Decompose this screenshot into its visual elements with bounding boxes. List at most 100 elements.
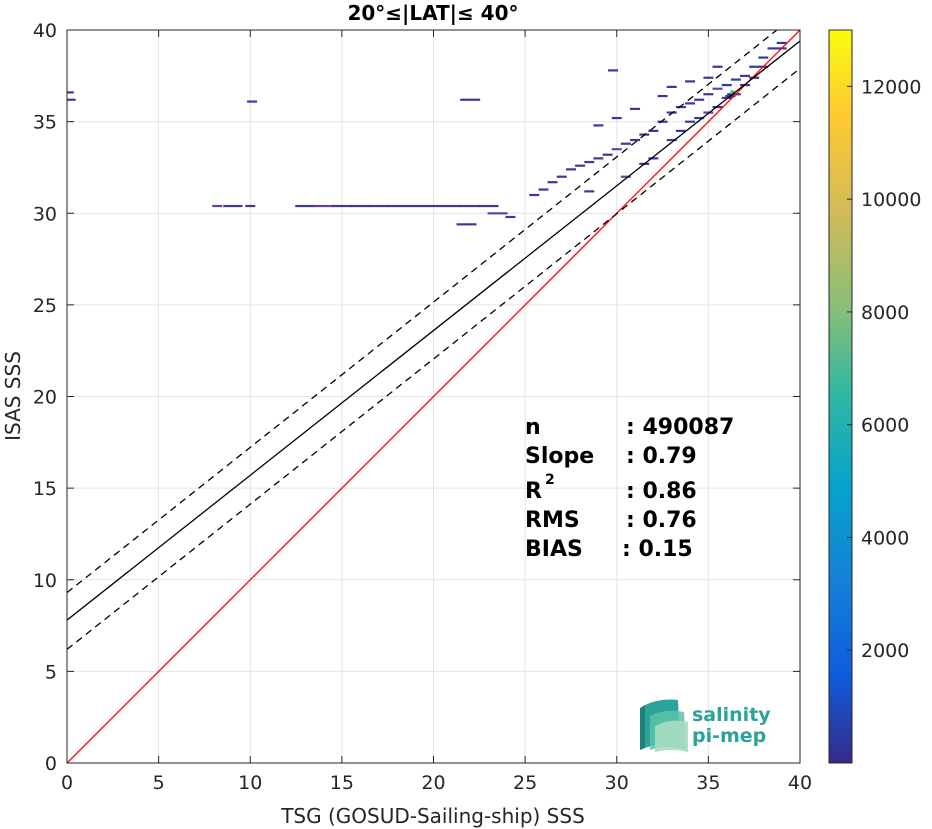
stat-r2-superscript: 2 bbox=[545, 472, 555, 488]
stat-rms-value: : 0.76 bbox=[626, 508, 697, 533]
density-point bbox=[575, 164, 586, 167]
density-point bbox=[565, 168, 576, 171]
density-point bbox=[685, 120, 696, 123]
logo-line2: pi-mep bbox=[692, 725, 766, 747]
density-point bbox=[529, 193, 540, 197]
y-tick-label: 25 bbox=[33, 295, 57, 317]
x-tick-label: 40 bbox=[788, 772, 812, 794]
density-point bbox=[212, 204, 223, 208]
density-point bbox=[456, 223, 477, 226]
density-point bbox=[712, 87, 723, 90]
density-point bbox=[350, 204, 371, 208]
stat-bias-label: BIAS bbox=[525, 537, 583, 562]
density-point bbox=[648, 129, 659, 132]
y-tick-label: 15 bbox=[33, 478, 57, 500]
density-point bbox=[423, 204, 444, 208]
line-regression bbox=[67, 40, 800, 621]
x-axis-label: TSG (GOSUD-Sailing-ship) SSS bbox=[280, 804, 585, 828]
colorbar-tick-label: 8000 bbox=[861, 302, 909, 324]
density-point bbox=[620, 142, 631, 145]
colorbar-tick-label: 2000 bbox=[861, 640, 909, 662]
density-point bbox=[712, 65, 723, 68]
y-tick-label: 35 bbox=[33, 112, 57, 134]
y-tick-label: 0 bbox=[45, 753, 57, 775]
density-point bbox=[295, 204, 316, 208]
colorbar-tick-label: 4000 bbox=[861, 527, 909, 549]
density-point bbox=[675, 129, 686, 132]
density-point bbox=[441, 204, 462, 208]
salinity-pi-mep-logo: salinity pi-mep bbox=[640, 699, 771, 752]
colorbar-tick-label: 12000 bbox=[861, 76, 921, 98]
colorbar-tick-label: 10000 bbox=[861, 189, 921, 211]
density-point bbox=[593, 124, 604, 127]
density-point bbox=[223, 204, 234, 208]
density-point bbox=[630, 138, 641, 142]
density-point bbox=[666, 85, 677, 89]
density-point bbox=[611, 116, 622, 120]
logo-line1: salinity bbox=[692, 704, 771, 726]
colorbar-ticks: 2000 4000 6000 8000 10000 12000 bbox=[847, 76, 921, 662]
colorbar bbox=[828, 29, 853, 764]
density-point bbox=[602, 153, 613, 156]
density-point bbox=[478, 204, 499, 208]
density-point bbox=[694, 98, 705, 101]
density-point bbox=[685, 80, 696, 83]
density-point bbox=[245, 204, 256, 208]
density-point bbox=[386, 204, 407, 208]
density-point bbox=[657, 94, 668, 98]
stat-rms-label: RMS bbox=[525, 508, 580, 533]
density-point bbox=[405, 204, 426, 208]
colorbar-tick-label: 6000 bbox=[861, 415, 909, 437]
y-tick-label: 40 bbox=[33, 20, 57, 42]
density-point bbox=[331, 204, 352, 208]
stat-bias-value: : 0.15 bbox=[622, 537, 693, 562]
density-point bbox=[584, 190, 595, 193]
density-points bbox=[67, 41, 787, 226]
density-point bbox=[460, 98, 481, 101]
density-point bbox=[611, 148, 622, 151]
x-tick-label: 5 bbox=[153, 772, 165, 794]
y-tick-label: 5 bbox=[45, 661, 57, 683]
stat-slope-value: : 0.79 bbox=[626, 444, 697, 469]
reference-lines bbox=[67, 30, 800, 763]
density-point bbox=[740, 74, 751, 78]
x-tick-label: 25 bbox=[513, 772, 537, 794]
density-point bbox=[608, 69, 619, 72]
x-tick-label: 0 bbox=[61, 772, 73, 794]
density-point bbox=[703, 93, 714, 96]
density-point bbox=[547, 181, 558, 184]
density-peak bbox=[730, 90, 735, 95]
density-point bbox=[767, 47, 778, 50]
x-tick-label: 30 bbox=[605, 772, 629, 794]
chart-title: 20°≤|LAT|≤ 40° bbox=[347, 1, 518, 25]
density-point bbox=[620, 175, 631, 178]
density-point bbox=[630, 107, 641, 110]
density-point bbox=[730, 78, 741, 81]
x-tick-label: 15 bbox=[330, 772, 354, 794]
density-point bbox=[538, 188, 549, 191]
y-tick-label: 30 bbox=[33, 203, 57, 225]
density-point bbox=[505, 215, 516, 219]
y-axis-label: ISAS SSS bbox=[1, 351, 25, 441]
stat-n-label: n bbox=[525, 415, 541, 440]
x-tick-label: 20 bbox=[421, 772, 445, 794]
density-point bbox=[556, 175, 567, 178]
y-tick-label: 20 bbox=[33, 387, 57, 409]
density-point bbox=[758, 56, 769, 59]
density-point bbox=[712, 105, 723, 109]
density-point bbox=[368, 204, 389, 208]
density-point bbox=[685, 102, 696, 105]
density-point bbox=[703, 76, 714, 79]
density-point bbox=[657, 120, 668, 123]
axis-ticks: 0 5 10 15 20 25 30 35 40 0 5 10 15 20 25 30 35 40 bbox=[33, 20, 812, 794]
density-point bbox=[247, 100, 258, 103]
wave-logo-icon bbox=[640, 699, 688, 752]
density-point bbox=[593, 157, 604, 160]
stat-r2-label: R bbox=[525, 479, 542, 504]
x-tick-label: 35 bbox=[696, 772, 720, 794]
density-point bbox=[67, 91, 74, 94]
stat-slope-label: Slope bbox=[525, 444, 594, 469]
line-identity bbox=[67, 30, 800, 763]
density-point bbox=[232, 204, 243, 208]
